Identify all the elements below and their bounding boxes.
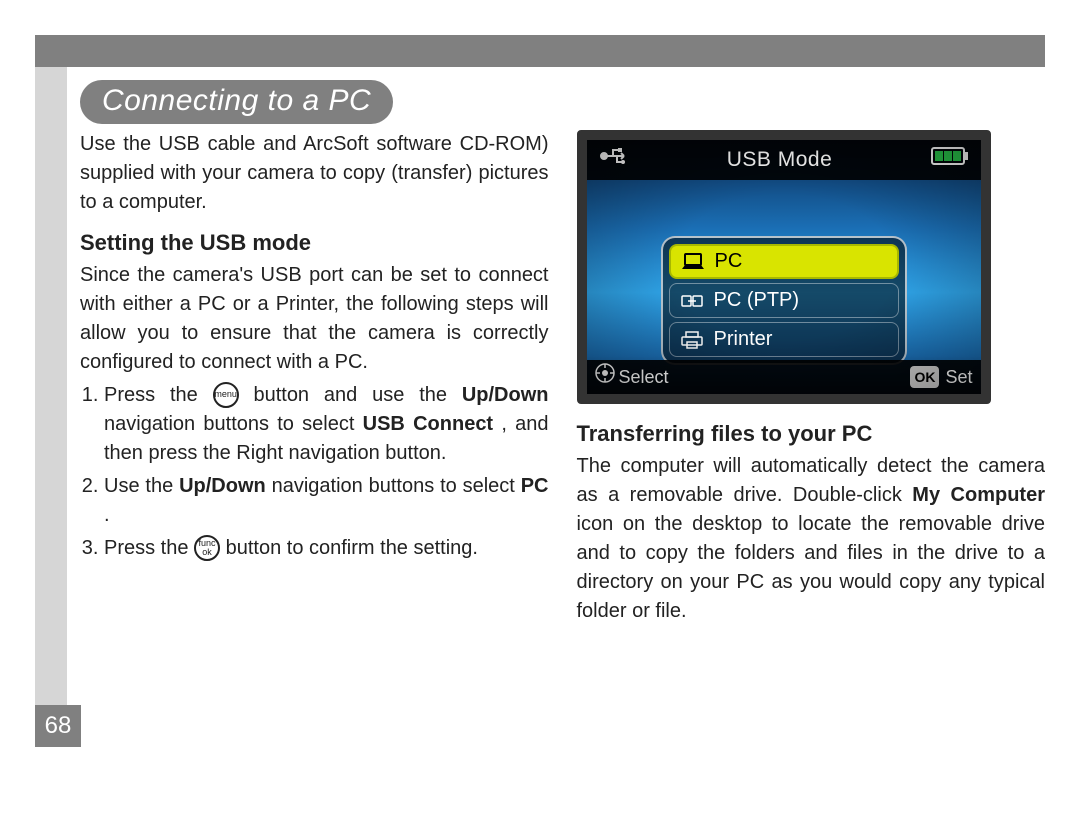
step1-usbconnect: USB Connect — [363, 413, 493, 435]
menu-button-icon: menu — [213, 382, 239, 408]
step3-text-a: Press the — [104, 537, 194, 559]
left-column: Use the USB cable and ArcSoft software C… — [80, 130, 549, 626]
menu-item-label: PC — [715, 247, 743, 276]
ptp-icon — [680, 292, 704, 310]
laptop-icon — [681, 253, 705, 271]
lcd-top-bar: USB Mode — [587, 140, 981, 180]
step-1: Press the menu button and use the Up/Dow… — [104, 381, 549, 468]
menu-item-printer[interactable]: Printer — [669, 322, 899, 357]
lcd-menu: PC PC (PTP) Printer — [661, 236, 907, 365]
usb-icon — [599, 146, 629, 175]
step1-text-a: Press the — [104, 384, 213, 406]
menu-item-pc[interactable]: PC — [669, 244, 899, 279]
transferring-text-b: icon on the desktop to locate the remova… — [577, 513, 1046, 622]
side-grey-band — [35, 67, 67, 747]
usb-mode-body: Since the camera's USB port can be set t… — [80, 261, 549, 377]
step2-updown: Up/Down — [179, 475, 266, 497]
top-grey-band — [35, 35, 1045, 67]
func-ok-button-icon: func ok — [194, 535, 220, 561]
section-title: Connecting to a PC — [80, 80, 393, 124]
page-number: 68 — [35, 705, 81, 747]
menu-item-pc-ptp[interactable]: PC (PTP) — [669, 283, 899, 318]
page-content: Connecting to a PC Use the USB cable and… — [80, 80, 1045, 750]
intro-text: Use the USB cable and ArcSoft software C… — [80, 130, 549, 217]
lcd-bottom-bar: Select OK Set — [587, 360, 981, 394]
step1-text-c: navigation buttons to select — [104, 413, 363, 435]
camera-lcd-screenshot: USB Mode PC — [577, 130, 991, 404]
menu-item-label: Printer — [714, 325, 773, 354]
menu-item-label: PC (PTP) — [714, 286, 800, 315]
step-2: Use the Up/Down navigation buttons to se… — [104, 472, 549, 530]
right-column: USB Mode PC — [577, 130, 1046, 626]
my-computer-label: My Computer — [912, 484, 1045, 506]
step3-text-b: button to confirm the setting. — [226, 537, 478, 559]
subhead-transferring: Transferring files to your PC — [577, 418, 1046, 450]
step1-text-b: button and use the — [253, 384, 461, 406]
lcd-title: USB Mode — [629, 145, 931, 175]
step2-text-b: navigation buttons to select — [272, 475, 521, 497]
printer-icon — [680, 331, 704, 349]
subhead-usb-mode: Setting the USB mode — [80, 227, 549, 259]
steps-list: Press the menu button and use the Up/Dow… — [80, 381, 549, 563]
transferring-body: The computer will automatically detect t… — [577, 452, 1046, 626]
battery-icon — [931, 145, 971, 176]
lcd-bottom-set: Set — [945, 364, 972, 390]
step2-text-a: Use the — [104, 475, 179, 497]
ok-button-icon: OK — [910, 366, 939, 388]
step2-text-c: . — [104, 504, 110, 526]
step2-pc: PC — [521, 475, 549, 497]
nav-pad-icon — [595, 363, 615, 390]
step-3: Press the func ok button to confirm the … — [104, 534, 549, 563]
step1-updown: Up/Down — [462, 384, 549, 406]
lcd-bottom-select: Select — [619, 364, 669, 390]
